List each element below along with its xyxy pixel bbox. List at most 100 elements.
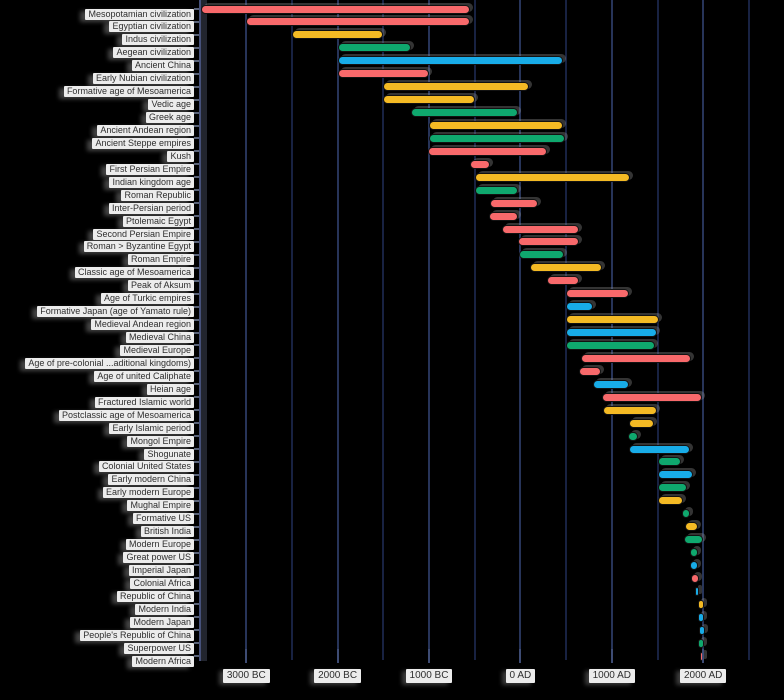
timeline-row-label-wrap: Roman Empire [0, 249, 194, 266]
timeline-bar-fractured-islamic-world [601, 392, 703, 402]
timeline-row-label-wrap: Ancient Andean region [0, 120, 194, 136]
row-label: Great power US [123, 552, 194, 563]
timeline-bar-inter-persian-period [490, 198, 538, 208]
row-label: Early modern Europe [102, 487, 194, 499]
timeline-bar-early-modern-europe [657, 483, 687, 493]
row-label: Imperial Japan [128, 564, 194, 576]
x-tick-label-wrap: 3000 BC [201, 665, 291, 683]
y-tick-mark [194, 137, 199, 140]
timeline-row-label-wrap: Mesopotamian civilization [0, 4, 194, 20]
timeline-row-label-wrap: Ptolemaic Egypt [0, 211, 194, 227]
y-tick-mark [194, 525, 199, 528]
y-tick-mark [194, 305, 199, 308]
timeline-bar-second-persian-empire [502, 224, 579, 234]
row-label: Superpower US [124, 642, 194, 654]
timeline-bar-first-persian-empire [470, 159, 491, 169]
timeline-row-label-wrap: Medieval Europe [0, 340, 194, 356]
timeline-row-label-wrap: Heian age [0, 379, 194, 395]
timeline-row-label-wrap: First Persian Empire [0, 159, 194, 175]
y-tick-mark [194, 383, 199, 386]
gridline--1500 [382, 0, 385, 660]
y-tick-mark [194, 292, 199, 295]
row-label: Modern India [135, 603, 194, 615]
x-tick-label-wrap: 1000 AD [567, 665, 657, 683]
row-label: Age of united Caliphate [94, 370, 194, 382]
row-label: Mesopotamian civilization [85, 8, 194, 20]
row-label: Egyptian civilization [109, 21, 194, 33]
y-tick-mark [194, 33, 199, 36]
timeline-row-label-wrap: Formative Japan (age of Yamato rule) [0, 301, 194, 318]
y-tick-mark [194, 409, 199, 412]
row-label: Modern Japan [130, 616, 194, 628]
y-tick-mark [194, 629, 199, 632]
timeline-bar-medieval-china [566, 328, 658, 337]
timeline-bar-age-of-united-caliphate [578, 366, 601, 376]
timeline-row-label-wrap: Early Nubian civilization [0, 68, 194, 85]
gridline--2000 [336, 0, 339, 660]
y-tick-mark [194, 357, 199, 360]
y-tick-mark [194, 435, 199, 437]
y-tick-mark [194, 512, 199, 515]
timeline-row-label-wrap: Roman Republic [0, 185, 194, 201]
row-label: Roman > Byzantine Egypt [83, 241, 194, 253]
y-tick-mark [194, 616, 199, 619]
timeline-row-label-wrap: Inter-Persian period [0, 198, 194, 214]
row-label: Medieval Europe [120, 344, 194, 356]
timeline-bar-ancient-andean-region [429, 121, 564, 130]
row-label: Kush [167, 150, 194, 162]
gridline--3000 [245, 0, 248, 660]
timeline-bar-roman-empire [518, 250, 565, 260]
y-tick-mark [194, 240, 199, 243]
x-tick-label-wrap: 0 AD [475, 665, 565, 683]
timeline-row-label-wrap: Vedic age [0, 94, 194, 111]
y-tick-mark [194, 331, 199, 334]
row-label: Age of Turkic empires [100, 293, 194, 305]
gridline-1500 [656, 0, 659, 660]
row-label: People's Republic of China [80, 629, 194, 641]
y-tick-mark [194, 8, 199, 10]
timeline-row-label-wrap: People's Republic of China [0, 625, 194, 641]
y-tick-mark [194, 85, 199, 88]
timeline-row-label-wrap: Fractured Islamic world [0, 392, 194, 408]
row-label: Vedic age [148, 99, 194, 111]
timeline-bar-roman-republic [474, 185, 518, 195]
y-tick-mark [194, 150, 199, 153]
timeline-bar-heian-age [592, 379, 630, 389]
timeline-row-label-wrap: Modern India [0, 599, 194, 615]
row-label: Inter-Persian period [108, 202, 194, 214]
row-label: Ptolemaic Egypt [122, 215, 194, 227]
timeline-row-label-wrap: Roman > Byzantine Egypt [0, 236, 194, 253]
timeline-bar-british-india [684, 522, 698, 532]
timeline-row-label-wrap: Egyptian civilization [0, 16, 194, 33]
timeline-row-label-wrap: Formative age of Mesoamerica [0, 81, 194, 98]
timeline-row-label-wrap: Postclassic age of Mesoamerica [0, 405, 194, 421]
timeline-row-label-wrap: Medieval China [0, 327, 194, 343]
row-label: Formative Japan (age of Yamato rule) [37, 306, 194, 318]
timeline-bar-republic-of-china [695, 586, 700, 596]
timeline-bar-ptolemaic-egypt [489, 211, 518, 221]
gridline-0 [519, 0, 522, 660]
y-tick-mark [194, 590, 199, 593]
gridline-2500 [747, 0, 750, 660]
timeline-row-label-wrap: Shogunate [0, 444, 194, 460]
timeline-bar-kush [428, 146, 547, 156]
timeline-row-label-wrap: Medieval Andean region [0, 314, 194, 331]
timeline-row-label-wrap: Early modern China [0, 469, 194, 486]
timeline-bar-great-power-us [689, 548, 699, 557]
y-tick-mark [194, 460, 199, 463]
timeline-row-label-wrap: Republic of China [0, 586, 194, 602]
timeline-bar-mesopotamian-civilization [200, 4, 471, 14]
y-axis-line [199, 0, 207, 661]
row-label: Colonial Africa [130, 577, 194, 589]
row-label: Early modern China [108, 474, 194, 486]
timeline-row-label-wrap: Aegean civilization [0, 42, 194, 59]
y-tick-mark [194, 473, 199, 476]
row-label: British India [140, 526, 194, 538]
timeline-bar-peak-of-aksum [546, 276, 579, 286]
gridline--2500 [290, 0, 293, 660]
y-tick-mark [194, 318, 199, 321]
x-tick-label: 1000 BC [405, 669, 453, 683]
row-label: Aegean civilization [113, 47, 194, 59]
row-label: Medieval China [125, 332, 194, 343]
timeline-row-label-wrap: Classic age of Mesoamerica [0, 262, 194, 279]
